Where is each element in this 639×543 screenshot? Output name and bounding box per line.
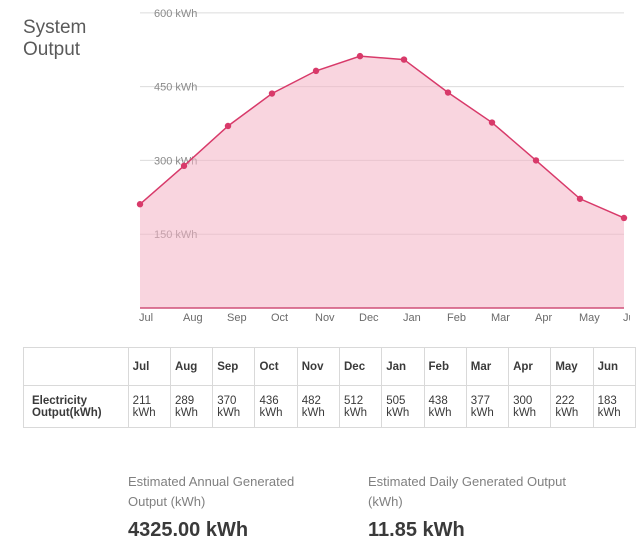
daily-output-label: Estimated Daily Generated Output (kWh): [368, 472, 568, 511]
svg-text:Feb: Feb: [447, 312, 466, 324]
section-title: System Output: [23, 17, 86, 61]
table-cell: 482 kWh: [297, 386, 339, 428]
table-cell: 222 kWh: [551, 386, 593, 428]
svg-text:450 kWh: 450 kWh: [154, 82, 197, 94]
table-cell: 300 kWh: [509, 386, 551, 428]
table-header-cell: Sep: [213, 348, 255, 386]
svg-text:Mar: Mar: [491, 312, 510, 324]
chart-svg: 150 kWh300 kWh450 kWh600 kWhJulAugSepOct…: [130, 0, 630, 330]
svg-text:Jan: Jan: [403, 312, 421, 324]
annual-output-label: Estimated Annual Generated Output (kWh): [128, 472, 328, 511]
svg-text:May: May: [579, 312, 600, 324]
table-header-cell: Mar: [466, 348, 508, 386]
table-header-cell: Aug: [170, 348, 212, 386]
page-root: System Output 150 kWh300 kWh450 kWh600 k…: [0, 0, 639, 543]
svg-text:Nov: Nov: [315, 312, 335, 324]
table-row: Electricity Output(kWh) 211 kWh289 kWh37…: [24, 386, 636, 428]
table-cell: 436 kWh: [255, 386, 297, 428]
table-cell: 377 kWh: [466, 386, 508, 428]
output-table: JulAugSepOctNovDecJanFebMarAprMayJun Ele…: [23, 347, 636, 428]
table-header-cell: May: [551, 348, 593, 386]
table-cell: 512 kWh: [340, 386, 382, 428]
title-line1: System: [23, 17, 86, 38]
table-header-cell: Jul: [128, 348, 170, 386]
table-header-cell: Dec: [340, 348, 382, 386]
table-cell: 211 kWh: [128, 386, 170, 428]
summary-block: Estimated Annual Generated Output (kWh) …: [128, 472, 568, 542]
svg-text:Apr: Apr: [535, 312, 552, 324]
svg-text:600 kWh: 600 kWh: [154, 8, 197, 20]
svg-text:Aug: Aug: [183, 312, 203, 324]
svg-text:Oct: Oct: [271, 312, 288, 324]
table-cell: 438 kWh: [424, 386, 466, 428]
table-cell: 289 kWh: [170, 386, 212, 428]
row-label: Electricity Output(kWh): [24, 386, 129, 428]
table-header-cell: Jun: [593, 348, 635, 386]
output-chart: 150 kWh300 kWh450 kWh600 kWhJulAugSepOct…: [130, 0, 630, 330]
svg-text:Sep: Sep: [227, 312, 247, 324]
table-cell: 505 kWh: [382, 386, 424, 428]
table-corner-cell: [24, 348, 129, 386]
svg-text:Dec: Dec: [359, 312, 379, 324]
data-table: JulAugSepOctNovDecJanFebMarAprMayJun Ele…: [23, 347, 636, 428]
table-header-cell: Feb: [424, 348, 466, 386]
svg-text:Jun: Jun: [623, 312, 630, 324]
svg-text:Jul: Jul: [139, 312, 153, 324]
annual-output-value: 4325.00 kWh: [128, 519, 328, 542]
title-line2: Output: [23, 39, 80, 60]
table-cell: 183 kWh: [593, 386, 635, 428]
table-cell: 370 kWh: [213, 386, 255, 428]
table-header-cell: Apr: [509, 348, 551, 386]
table-header-cell: Jan: [382, 348, 424, 386]
table-header-cell: Oct: [255, 348, 297, 386]
table-header-row: JulAugSepOctNovDecJanFebMarAprMayJun: [24, 348, 636, 386]
table-header-cell: Nov: [297, 348, 339, 386]
annual-output-block: Estimated Annual Generated Output (kWh) …: [128, 472, 328, 542]
daily-output-value: 11.85 kWh: [368, 519, 568, 542]
daily-output-block: Estimated Daily Generated Output (kWh) 1…: [368, 472, 568, 542]
